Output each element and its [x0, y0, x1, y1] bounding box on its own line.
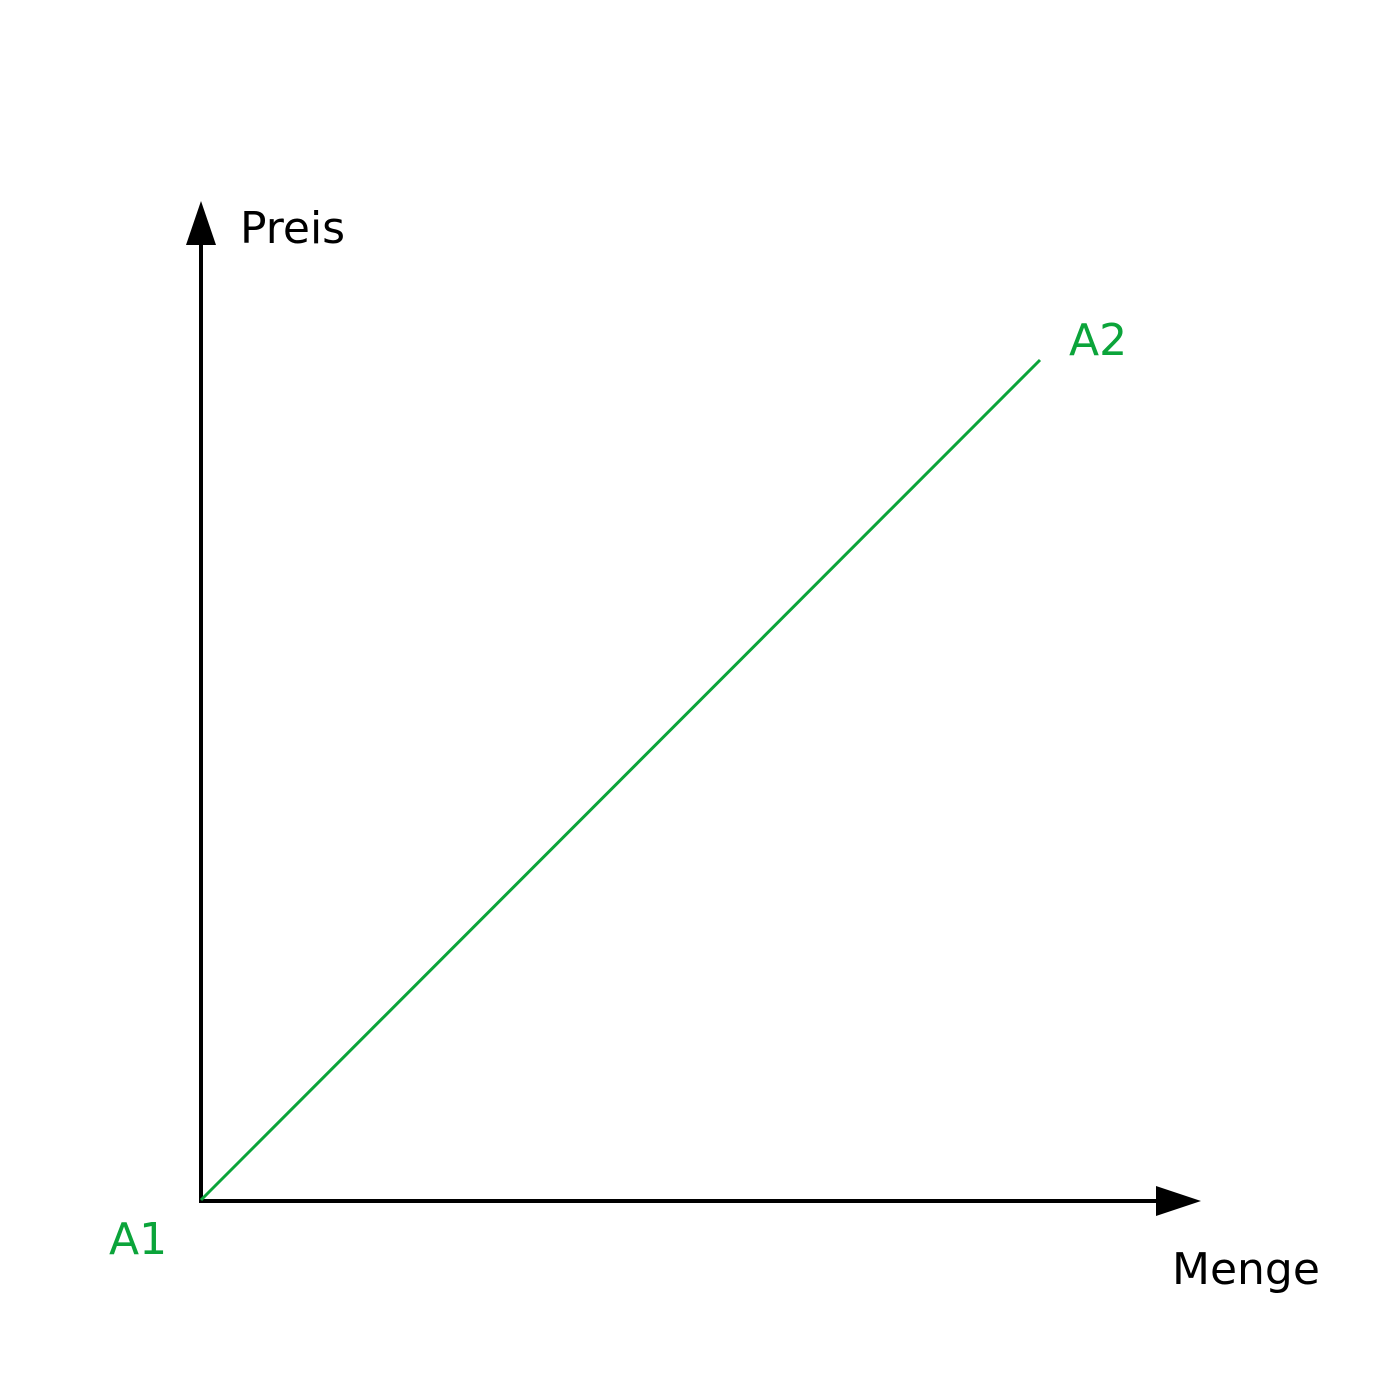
end-point-label: A2: [1069, 315, 1127, 366]
start-point-label: A1: [109, 1214, 167, 1265]
green-line-a1-a2: [199, 358, 1042, 1202]
x-axis-arrowhead: [1156, 1186, 1201, 1216]
y-axis-label: Preis: [240, 203, 345, 254]
y-axis-arrowhead: [186, 201, 216, 245]
x-axis-label: Menge: [1172, 1244, 1320, 1295]
